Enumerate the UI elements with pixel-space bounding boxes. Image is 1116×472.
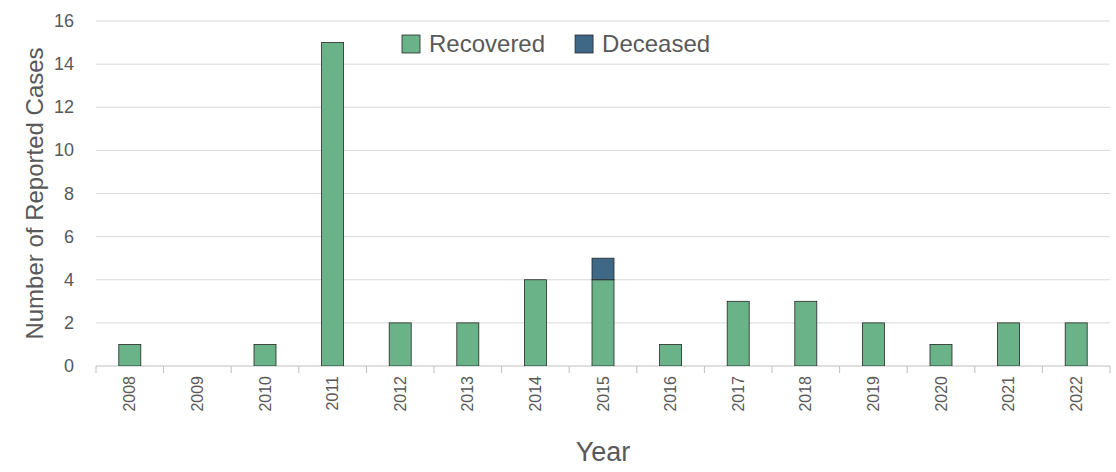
x-tick-mark (704, 366, 705, 373)
grid-line (96, 193, 1110, 194)
y-tick-label: 0 (64, 356, 74, 376)
x-tick-mark (772, 366, 773, 373)
bar-segment (1065, 323, 1087, 366)
x-tick-label: 2022 (1068, 376, 1085, 412)
x-tick-mark (636, 366, 637, 373)
x-tick-mark (163, 366, 164, 373)
bar-segment (524, 280, 546, 366)
x-tick-mark (569, 366, 570, 373)
x-tick-mark (298, 366, 299, 373)
x-tick-mark (974, 366, 975, 373)
bar-segment (457, 323, 479, 366)
bar-segment (592, 280, 614, 366)
bar-segment (660, 344, 682, 345)
x-tick-mark (907, 366, 908, 373)
x-tick-label: 2016 (662, 376, 679, 412)
y-tick-label: 16 (54, 11, 74, 31)
bar-segment (186, 366, 208, 367)
x-axis-title: Year (576, 437, 631, 467)
chart-container: 0 2 4 6 8 10 12 14 16 2008 2009 2010 2011 2012 2013 201… (0, 0, 1116, 472)
bar-segment (862, 322, 884, 323)
bar-segment (119, 344, 141, 345)
y-tick-label: 14 (54, 54, 74, 74)
x-tick-label: 2015 (595, 376, 612, 412)
legend-swatch (575, 35, 593, 53)
grid-line (96, 107, 1110, 108)
x-tick-label: 2021 (1000, 376, 1017, 412)
x-tick-label: 2009 (189, 376, 206, 412)
x-tick-label: 2011 (324, 376, 341, 411)
bar-segment (998, 322, 1020, 323)
x-tick-label: 2008 (121, 376, 138, 412)
x-tick-mark (96, 366, 97, 373)
bar-segment (322, 43, 344, 366)
bar-segment (795, 301, 817, 302)
legend-swatch (402, 35, 420, 53)
x-tick-mark (839, 366, 840, 373)
x-tick-mark (366, 366, 367, 373)
bars (119, 43, 1087, 366)
legend-label: Deceased (602, 30, 710, 57)
bar-segment (727, 301, 749, 366)
bar-segment (389, 323, 411, 366)
bar-segment (727, 301, 749, 302)
x-tick-mark (1110, 366, 1111, 373)
x-tick-mark (434, 366, 435, 373)
chart-svg: 0 2 4 6 8 10 12 14 16 2008 2009 2010 2011 2012 2013 201… (0, 0, 1116, 472)
bar-segment (592, 258, 614, 280)
y-axis-line (96, 21, 97, 366)
x-tick-label: 2017 (730, 376, 747, 412)
bar-segment (930, 344, 952, 345)
y-tick-label: 10 (54, 140, 74, 160)
bar-segment (795, 301, 817, 366)
grid-line (96, 21, 1110, 22)
bar-segment (524, 279, 546, 280)
bar-segment (660, 344, 682, 366)
bar-segment (930, 344, 952, 366)
x-tick-label: 2019 (865, 376, 882, 412)
bar-segment (389, 322, 411, 323)
x-tick-mark (231, 366, 232, 373)
x-tick-label: 2013 (459, 376, 476, 412)
bar-segment (186, 366, 208, 367)
x-tick-label: 2018 (797, 376, 814, 412)
grid-line (96, 236, 1110, 237)
bar-segment (119, 344, 141, 366)
bar-segment (322, 42, 344, 43)
bar-segment (862, 323, 884, 366)
y-tick-label: 4 (64, 270, 74, 290)
bar-segment (457, 322, 479, 323)
grid-line (96, 64, 1110, 65)
bar-segment (254, 344, 276, 345)
y-tick-label: 12 (54, 97, 74, 117)
bar-segment (254, 344, 276, 366)
x-tick-label: 2012 (392, 376, 409, 412)
bar-segment (1065, 322, 1087, 323)
x-tick-mark (501, 366, 502, 373)
y-tick-label: 8 (64, 184, 74, 204)
y-tick-label: 6 (64, 227, 74, 247)
y-tick-label: 2 (64, 313, 74, 333)
x-tick-label: 2014 (527, 376, 544, 412)
grid-line (96, 150, 1110, 151)
x-tick-mark (1042, 366, 1043, 373)
y-axis-title: Number of Reported Cases (21, 47, 48, 339)
legend-label: Recovered (429, 30, 545, 57)
bar-segment (998, 323, 1020, 366)
x-tick-label: 2010 (257, 376, 274, 412)
x-tick-label: 2020 (933, 376, 950, 412)
